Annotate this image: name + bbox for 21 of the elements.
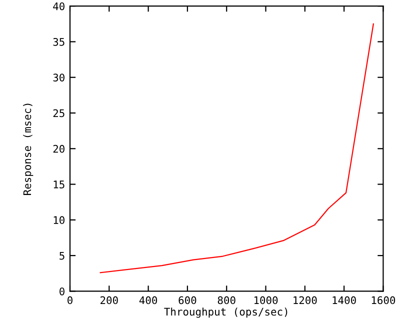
y-tick-label: 35 <box>53 38 64 46</box>
x-tick-label: 1400 <box>332 296 356 304</box>
x-tick-label: 400 <box>139 296 158 304</box>
y-tick-label: 25 <box>53 109 64 118</box>
y-tick-label: 30 <box>53 74 64 82</box>
y-tick-label: 10 <box>54 216 64 224</box>
x-tick-label: 1000 <box>254 296 278 304</box>
line-series <box>100 23 374 274</box>
x-tick-label: 200 <box>100 296 118 304</box>
x-tick-label: 0 <box>68 296 72 304</box>
y-tick-label: 5 <box>60 252 64 260</box>
x-tick-label: 1200 <box>294 296 317 304</box>
x-tick-label: 1600 <box>372 296 396 304</box>
x-tick-label: 800 <box>218 296 236 304</box>
y-tick-label: 15 <box>54 180 64 188</box>
x-axis-title: Throughput (ops/sec) <box>164 308 288 318</box>
y-tick-label: 40 <box>53 2 64 10</box>
x-tick-label: 600 <box>178 296 196 304</box>
y-tick-label: 0 <box>60 287 64 296</box>
y-axis-title: Response (msec) <box>23 104 34 195</box>
y-tick-label: 20 <box>53 144 64 153</box>
